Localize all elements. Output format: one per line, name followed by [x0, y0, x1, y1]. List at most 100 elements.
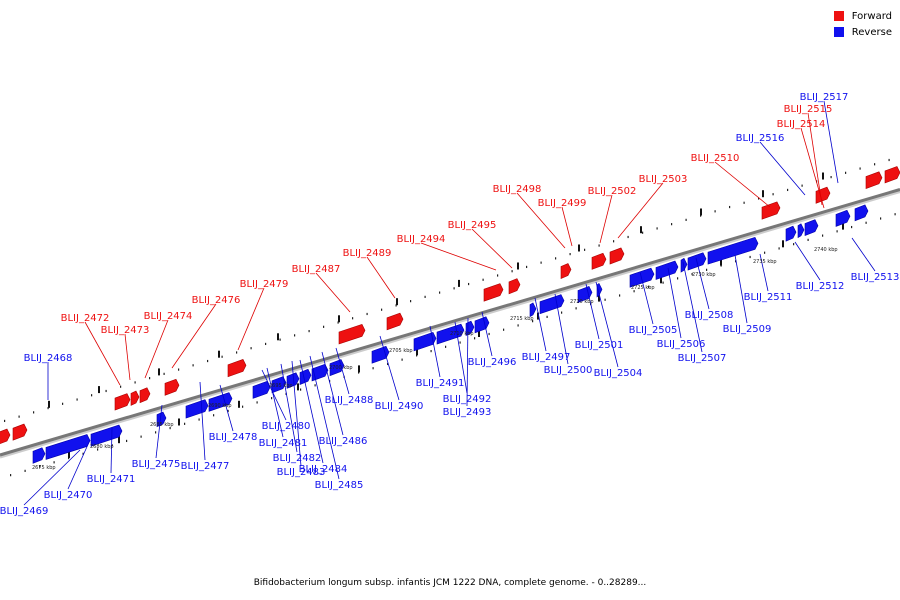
forward-gene-label-leader: [84, 321, 121, 386]
forward-gene-label: BLIJ_2498: [493, 184, 542, 195]
lower-track-tick: [478, 329, 480, 337]
reverse-gene-label: BLIJ_2516: [736, 133, 785, 144]
upper-track-tick: [640, 226, 642, 234]
forward-gene-label-leader: [366, 256, 396, 299]
forward-gene-label-leader: [420, 242, 497, 271]
reverse-gene-label: BLIJ_2496: [468, 357, 517, 368]
lower-track-dot: [851, 225, 853, 229]
upper-track-dot: [613, 240, 615, 243]
upper-track-dot: [540, 261, 542, 264]
upper-track-tick: [158, 368, 160, 376]
upper-track-dot: [758, 197, 760, 200]
scale-tick-label: 2740 kbp: [814, 247, 838, 253]
lower-track-dot: [97, 448, 99, 451]
forward-gene-arrow: [12, 423, 28, 441]
reverse-gene-label: BLIJ_2506: [657, 339, 706, 350]
forward-gene-label: BLIJ_2515: [784, 104, 833, 115]
reverse-gene-label-leader: [585, 283, 600, 340]
upper-track-dot: [192, 364, 194, 367]
forward-gene-arrow: [114, 393, 131, 411]
upper-track-tick: [700, 208, 702, 216]
reverse-gene-label-leader: [595, 281, 619, 368]
reverse-gene-label-leader: [261, 369, 287, 421]
upper-track-dot: [91, 394, 93, 397]
lower-track-tick: [720, 258, 722, 266]
scale-tick-label: 2710 kbp: [450, 331, 474, 337]
upper-track-dot: [47, 406, 49, 410]
lower-track-dot: [401, 358, 403, 361]
lower-track-dot: [778, 247, 780, 250]
forward-gene-arrow: [164, 378, 180, 396]
reverse-gene-label-leader: [466, 317, 469, 407]
upper-track-dot: [671, 223, 673, 226]
lower-track-dot: [300, 388, 302, 391]
forward-gene-label: BLIJ_2514: [777, 119, 826, 130]
reverse-gene-label: BLIJ_2488: [325, 395, 374, 406]
lower-track-dot: [256, 401, 258, 404]
forward-gene-label: BLIJ_2474: [144, 311, 193, 322]
lower-track-dot: [865, 221, 867, 224]
reverse-gene-label: BLIJ_2491: [416, 378, 465, 389]
lower-track-dot: [749, 255, 751, 259]
lower-track-dot: [198, 418, 200, 421]
lower-track-dot: [53, 461, 55, 464]
reverse-gene-arrow: [311, 363, 329, 382]
scale-tick-label: 2730 kbp: [692, 272, 716, 278]
reverse-gene-label-leader: [309, 355, 340, 480]
lower-track-dot: [68, 456, 70, 460]
upper-track-dot: [62, 402, 64, 405]
scale-tick-label: 2680 kbp: [90, 444, 114, 450]
lower-track-dot: [184, 422, 186, 425]
upper-track-dot: [526, 265, 528, 269]
reverse-gene-arrow: [299, 368, 312, 385]
reverse-gene-label-leader: [682, 261, 703, 353]
upper-track-dot: [221, 355, 223, 358]
reverse-gene-label-leader: [667, 267, 682, 339]
reverse-gene-label: BLIJ_2507: [678, 353, 727, 364]
forward-gene-label: BLIJ_2503: [639, 174, 688, 185]
scale-tick-label: 2715 kbp: [510, 316, 534, 322]
forward-gene-arrow: [130, 390, 140, 406]
reverse-gene-label: BLIJ_2484: [299, 464, 348, 475]
upper-track-tick: [458, 279, 460, 287]
reverse-gene-label: BLIJ_2512: [796, 281, 845, 292]
forward-gene-label-leader: [617, 182, 664, 239]
lower-track-dot: [10, 474, 12, 477]
reverse-gene-label: BLIJ_2481: [259, 438, 308, 449]
reverse-gene-label: BLIJ_2482: [273, 453, 322, 464]
upper-track-dot: [845, 171, 847, 174]
lower-track-dot: [140, 435, 142, 438]
lower-track-tick: [416, 348, 418, 356]
upper-track-dot: [410, 300, 412, 303]
reverse-gene-arrow: [413, 332, 437, 352]
scale-tick-label: 2735 kbp: [753, 259, 777, 265]
upper-track-tick: [396, 298, 398, 306]
upper-track-dot: [163, 372, 165, 375]
upper-track-tick: [338, 315, 340, 323]
reverse-gene-label: BLIJ_2480: [262, 421, 311, 432]
lower-track-dot: [894, 213, 896, 216]
lower-track-dot: [880, 217, 882, 220]
reverse-gene-label: BLIJ_2468: [24, 353, 73, 364]
reverse-gene-label-leader: [110, 427, 113, 474]
lower-track-dot: [82, 452, 84, 455]
forward-gene-label-leader: [599, 194, 613, 244]
reverse-gene-label: BLIJ_2471: [87, 474, 136, 485]
reverse-swatch: [833, 27, 844, 37]
upper-track-dot: [265, 342, 267, 346]
lower-track-dot: [648, 285, 650, 289]
lower-track-dot: [807, 238, 809, 241]
upper-track-dot: [555, 257, 557, 260]
forward-gene-arrow: [591, 252, 607, 270]
reverse-gene-label-leader: [759, 253, 769, 292]
reverse-gene-arrow: [286, 372, 300, 389]
reverse-gene-arrow: [785, 225, 797, 242]
lower-track-tick: [782, 240, 784, 248]
lower-track-tick: [178, 418, 180, 426]
lower-track-dot: [271, 397, 273, 400]
lower-track-dot: [822, 234, 824, 237]
reverse-gene-arrow: [835, 209, 851, 227]
upper-track-dot: [207, 359, 209, 363]
upper-track-dot: [569, 252, 571, 256]
